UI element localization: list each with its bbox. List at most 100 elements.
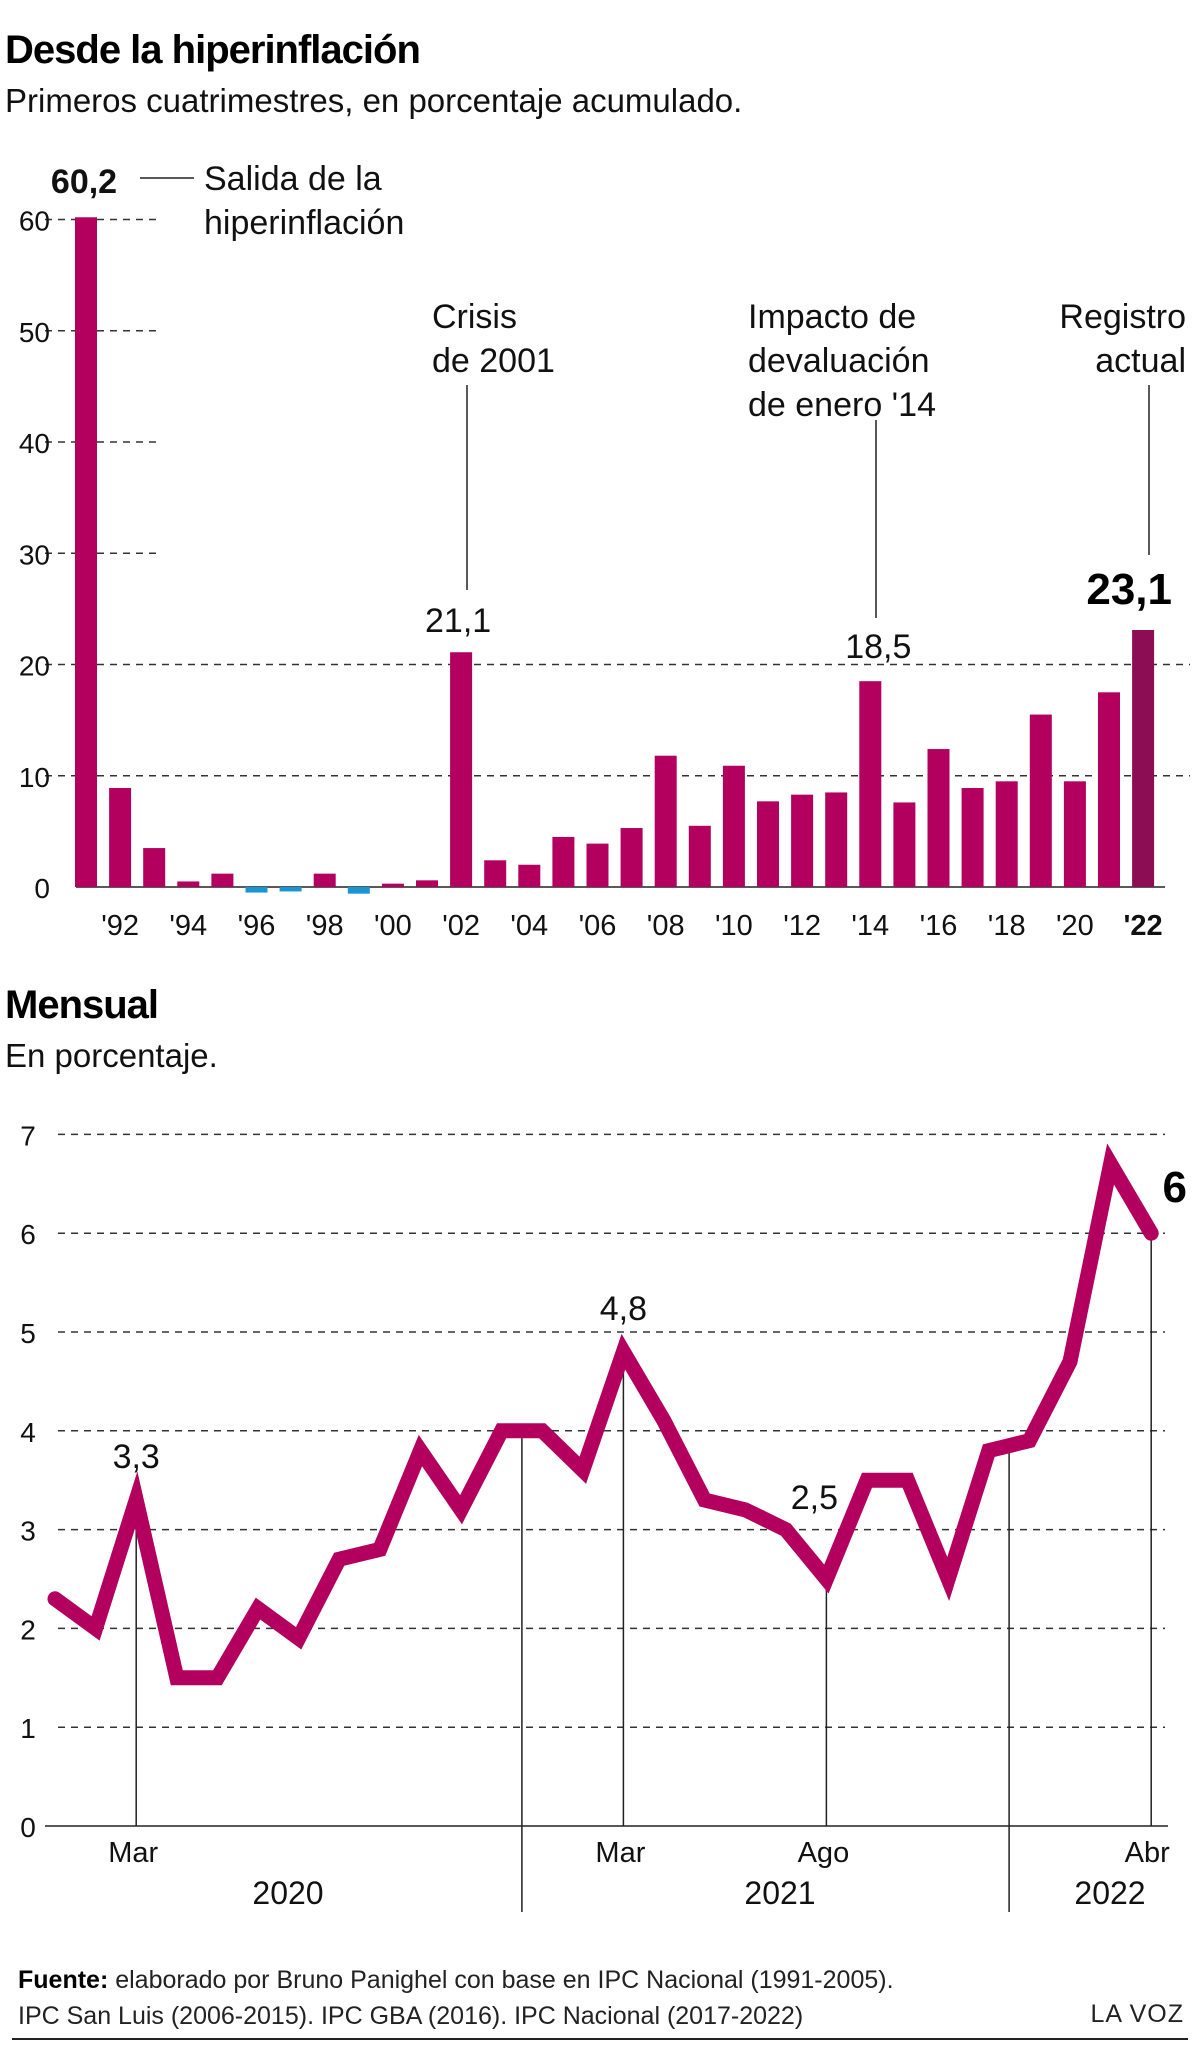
bar-2005 [552,836,575,887]
x-tick-label: Ago [798,1837,850,1869]
x-tick-label: Mar [108,1837,158,1869]
annotation-text: hiperinflación [204,204,404,242]
series-line [47,1143,1159,1686]
y-tick-label: 3 [20,1516,36,1547]
annotation-text: Crisis [432,298,517,336]
y-tick-label: 40 [19,428,50,459]
bar-2012 [791,794,814,887]
data-label-2014: 18,5 [845,628,911,666]
y-tick-label: 5 [20,1318,36,1349]
y-tick-label: 60 [19,206,50,237]
bar-2008 [654,755,677,887]
y-tick-label: 2 [20,1614,36,1645]
data-label: 4,8 [600,1290,647,1328]
line-chart: 0 1 2 3 4 5 6 7 Mar Mar Ago Abr 2020 2021 2022 3,3 4,8 2,… [20,1120,1187,1912]
bar-1997 [279,887,302,892]
y-tick-label: 6 [20,1219,36,1250]
bar-2001 [416,880,438,887]
annotation-text: de enero '14 [748,386,936,424]
x-tick-label: '98 [306,910,344,942]
bottom-rule [12,2038,1188,2040]
x-tick-label: '04 [510,910,548,942]
x-tick-label: '18 [988,910,1026,942]
x-tick-label: '96 [238,910,276,942]
data-label-latest: 6 [1163,1163,1187,1212]
annotation-text: devaluación [748,342,929,380]
bar-2021 [1098,692,1120,887]
source-line-2: IPC San Luis (2006-2015). IPC GBA (2016)… [18,2002,804,2030]
bar-1992 [109,787,132,887]
x-tick-label: '08 [647,910,685,942]
x-tick-label: '22 [1124,910,1163,942]
y-tick-label: 20 [19,651,50,682]
x-tick-label: Abr [1125,1837,1170,1869]
bar-1995 [211,873,234,887]
bar-2014 [859,681,882,887]
bar-2003 [484,860,507,887]
x-tick-label: '12 [783,910,821,942]
x-tick-label: '92 [101,910,139,942]
year-label: 2020 [252,1875,323,1911]
data-label-2002: 21,1 [425,602,491,640]
y-tick-label: 10 [19,762,50,793]
year-label: 2021 [744,1875,815,1911]
bar-1994 [177,881,200,887]
y-tick-label: 4 [20,1417,36,1448]
line-chart-title: Mensual [5,983,159,1027]
bar-1996 [245,887,268,893]
annotation-text: Salida de la [204,160,382,198]
x-tick-label: '94 [169,910,207,942]
y-tick-label: 0 [34,873,50,904]
bar-2009 [688,825,711,887]
y-tick-label: 30 [19,539,50,570]
annotation-text: de 2001 [432,342,555,380]
bar-1993 [143,848,166,887]
annotation-text: Impacto de [748,298,916,336]
bar-chart-title: Desde la hiperinflación [5,28,421,72]
x-tick-label: '00 [374,910,412,942]
bar-2017 [961,787,984,887]
bar-chart: 10 20 30 40 50 60 0 '92 '94 '96 '98 '00 '02 '04 '06 '08… [19,160,1190,942]
bar-2004 [518,864,541,887]
x-tick-label: '10 [715,910,753,942]
x-tick-label: Mar [595,1837,645,1869]
bar-2000 [381,883,404,887]
data-label: 2,5 [791,1479,838,1517]
bar-2022 [1132,630,1155,887]
bar-2016 [927,749,950,887]
y-tick-label: 0 [20,1812,36,1843]
source-note: Fuente: elaborado por Bruno Panighel con… [18,1962,894,2034]
line-chart-subtitle: En porcentaje. [5,1037,218,1074]
bar-2007 [620,828,643,887]
x-tick-label: '20 [1056,910,1094,942]
bar-2018 [995,781,1018,887]
source-line-1: elaborado por Bruno Panighel con base en… [108,1966,894,1994]
data-label-2022: 23,1 [1086,565,1172,614]
y-tick-label: 50 [19,317,50,348]
annotation-text: Registro [1059,298,1186,336]
bar-2011 [757,801,779,887]
bar-2019 [1029,714,1052,887]
y-tick-label: 1 [20,1713,36,1744]
bar-2020 [1063,781,1086,887]
bar-chart-subtitle: Primeros cuatrimestres, en porcentaje ac… [5,82,743,119]
bar-1999 [347,887,370,894]
y-tick-label: 7 [20,1120,36,1151]
bar-1991 [75,217,97,887]
x-tick-label: '02 [442,910,480,942]
x-tick-label: '16 [920,910,958,942]
brand-logo-text: LA VOZ [1090,2000,1184,2028]
bar-2002 [450,652,473,887]
source-label: Fuente: [18,1966,109,1994]
bar-2013 [825,792,848,887]
bar-1998 [313,873,336,887]
data-label-1991: 60,2 [51,163,117,201]
data-label: 3,3 [113,1438,160,1476]
bar-2010 [722,765,745,887]
bar-2006 [586,843,609,887]
x-tick-label: '14 [851,910,889,942]
year-label: 2022 [1074,1875,1145,1911]
annotation-text: actual [1095,342,1186,380]
bar-2015 [893,802,916,887]
x-tick-label: '06 [579,910,617,942]
